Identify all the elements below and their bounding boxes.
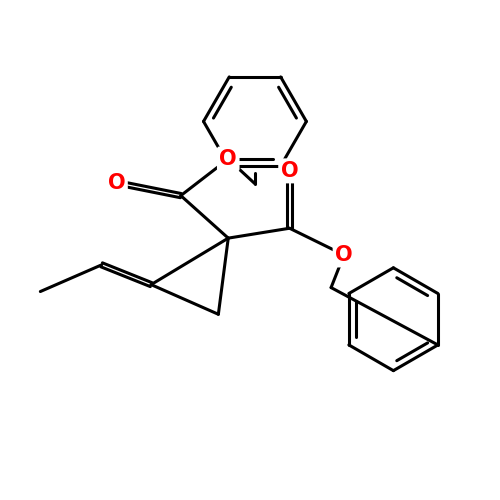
Text: O: O: [335, 245, 353, 265]
Text: O: O: [280, 161, 298, 181]
Text: O: O: [108, 173, 126, 193]
Text: O: O: [220, 149, 237, 169]
